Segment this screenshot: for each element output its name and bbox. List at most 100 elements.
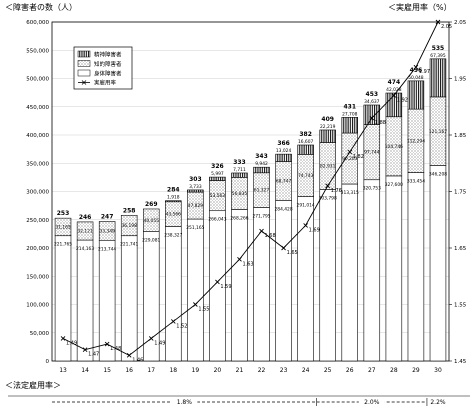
- rate-point-marker: [259, 228, 264, 234]
- y-left-tick-label: 100,000: [26, 303, 49, 309]
- y-right-tick-label: 1.45: [454, 359, 467, 365]
- intellectual-value-label: 31,165: [55, 225, 71, 231]
- y-left-tick-label: 300,000: [26, 190, 49, 196]
- rate-point-marker: [369, 115, 375, 121]
- rate-value-label: 1.88: [375, 120, 386, 126]
- physical-value-label: 271,795: [252, 213, 270, 219]
- rate-point-marker: [60, 336, 66, 341]
- mental-value-label: 27,708: [342, 111, 358, 117]
- rate-value-label: 1.49: [154, 340, 165, 346]
- y-left-tick-label: 200,000: [26, 246, 49, 252]
- physical-value-label: 346,208: [429, 171, 447, 177]
- rate-point-marker: [347, 149, 353, 155]
- intellectual-value-label: 68,747: [276, 179, 292, 185]
- bar-physical: [120, 235, 138, 362]
- total-label: 258: [123, 207, 136, 214]
- intellectual-value-label: 121,167: [429, 129, 447, 135]
- bar-intellectual: [120, 214, 138, 237]
- y-left-tick-label: 350,000: [26, 161, 49, 167]
- bar-mental: [429, 58, 447, 98]
- bar-physical: [187, 218, 204, 362]
- total-label: 431: [343, 103, 356, 110]
- y-right-tick-label: 1.75: [454, 190, 467, 196]
- bar-mental: [187, 189, 204, 193]
- bar-intellectual: [76, 221, 94, 241]
- physical-value-label: 303,798: [319, 195, 337, 201]
- intellectual-value-label: 43,566: [166, 212, 182, 218]
- mental-value-label: 5,997: [211, 171, 224, 177]
- rate-point-marker: [413, 64, 419, 70]
- intellectual-value-label: 112,294: [407, 138, 425, 144]
- legal-rate-label-bg: [171, 397, 198, 406]
- physical-value-label: 291,014: [297, 203, 315, 209]
- x-tick-label: 14: [81, 367, 89, 374]
- rate-value-label: 1.68: [265, 233, 276, 239]
- intellectual-value-label: 40,055: [144, 218, 160, 224]
- rate-point-marker: [170, 319, 176, 324]
- intellectual-value-label: 47,829: [188, 203, 204, 209]
- bar-physical: [385, 175, 403, 362]
- intellectual-value-label: 53,563: [210, 193, 226, 199]
- bar-mental: [253, 166, 270, 174]
- physical-value-label: 268,266: [230, 215, 248, 221]
- x-tick-label: 22: [258, 367, 266, 374]
- physical-value-label: 221,765: [54, 242, 72, 248]
- y-left-tick-label: 0: [46, 359, 50, 365]
- total-label: 474: [388, 79, 401, 86]
- rate-value-label: 1.48: [110, 346, 121, 352]
- x-tick-label: 25: [324, 367, 332, 374]
- rate-value-label: 1.65: [287, 250, 298, 256]
- y-left-tick-label: 250,000: [26, 218, 49, 224]
- total-label: 303: [189, 176, 202, 183]
- intellectual-value-label: 104,746: [385, 144, 403, 150]
- bar-intellectual: [54, 217, 72, 237]
- x-tick-label: 18: [169, 367, 177, 374]
- bar-series: 221,765 31,165 253 214,163 32,121 246 213,744 3…: [54, 45, 447, 362]
- x-tick-label: 28: [390, 367, 398, 374]
- y-right-tick-label: 2.05: [454, 20, 467, 26]
- x-tick-label: 15: [103, 367, 111, 374]
- bar-mental: [319, 129, 336, 143]
- rate-value-label: 1.55: [198, 307, 209, 313]
- total-label: 409: [321, 116, 334, 123]
- intellectual-value-label: 82,931: [320, 164, 336, 170]
- legal-rate-band: 1.8% 2.0% 2.2%: [8, 395, 470, 406]
- physical-value-label: 266,043: [208, 217, 226, 223]
- rate-value-label: 1.63: [242, 261, 253, 267]
- x-tick-label: 23: [280, 367, 288, 374]
- x-axis-title: ＜法定雇用率＞: [5, 380, 61, 390]
- legal-rate-label-bg: [424, 397, 451, 406]
- legend-rate-marker: [81, 80, 87, 85]
- intellectual-value-label: 32,121: [77, 229, 93, 235]
- total-label: 326: [211, 163, 224, 170]
- legal-rate-label: 2.0%: [364, 399, 380, 406]
- legend-rate-label: 実雇用率: [94, 79, 117, 87]
- y-left-tick-label: 550,000: [26, 48, 49, 54]
- rate-value-label: 1.49: [66, 340, 77, 346]
- rate-point-marker: [281, 245, 286, 251]
- y-left-tick-label: 600,000: [26, 20, 49, 26]
- rate-point-marker: [215, 279, 220, 285]
- bar-physical: [297, 196, 314, 362]
- bar-physical: [363, 179, 381, 362]
- legend-mental-label: 精神障害者: [94, 50, 122, 58]
- total-label: 284: [167, 187, 180, 194]
- legal-rate-label: 2.2%: [430, 399, 446, 406]
- total-label: 333: [233, 159, 246, 166]
- rate-value-label: 1.97: [419, 69, 430, 75]
- rate-point-marker: [126, 353, 132, 358]
- bar-mental: [297, 144, 314, 155]
- x-tick-label: 16: [125, 367, 133, 374]
- legend-mental-swatch: [77, 50, 91, 58]
- intellectual-value-label: 33,349: [99, 228, 115, 234]
- bar-physical: [407, 172, 425, 362]
- total-label: 453: [366, 91, 379, 98]
- bar-intellectual: [98, 221, 116, 241]
- total-label: 382: [299, 131, 312, 138]
- rate-point-marker: [303, 223, 308, 228]
- rate-point-marker: [104, 341, 110, 347]
- bar-mental: [165, 200, 182, 203]
- y-right-tick-label: 1.85: [454, 133, 467, 139]
- physical-value-label: 214,163: [76, 246, 94, 252]
